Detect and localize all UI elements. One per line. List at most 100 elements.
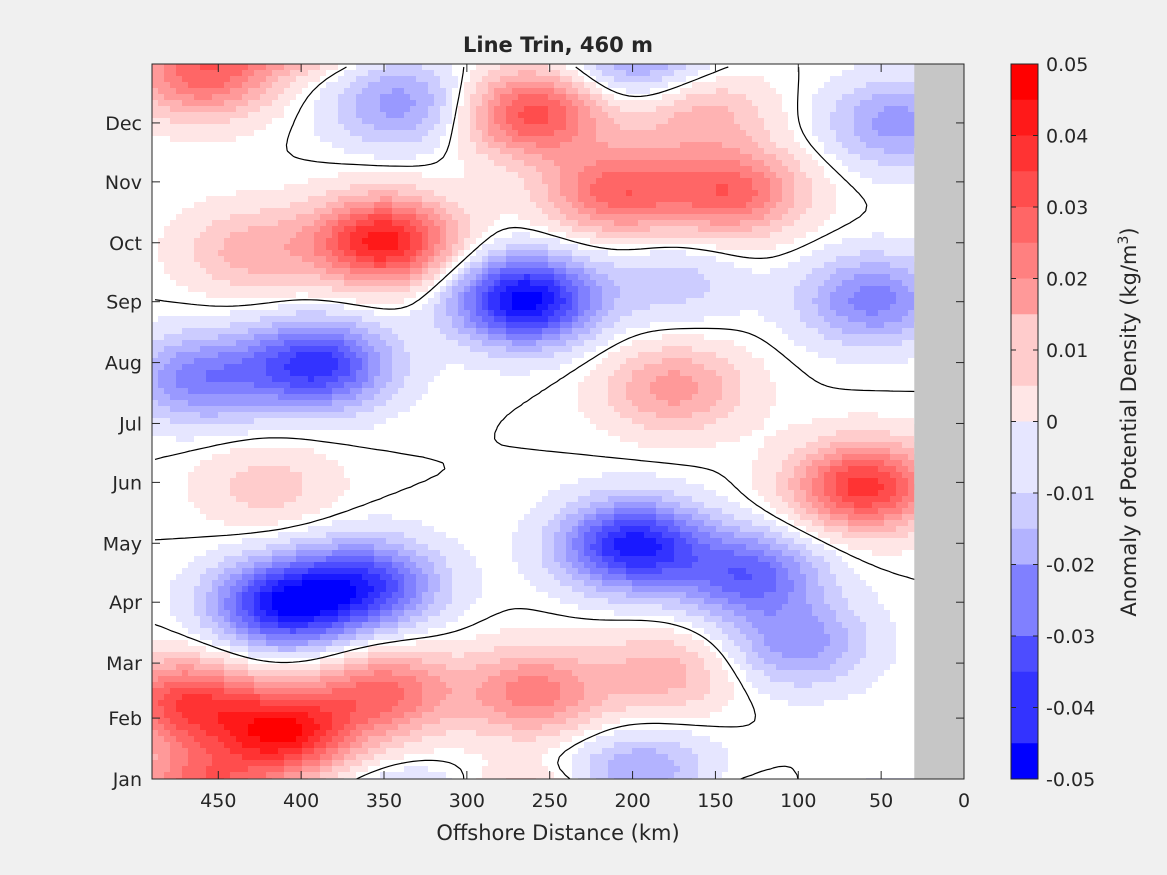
field-cell xyxy=(716,232,723,239)
field-cell xyxy=(218,256,225,263)
field-cell xyxy=(482,184,489,191)
field-cell xyxy=(194,94,201,101)
field-cell xyxy=(524,100,531,107)
field-cell xyxy=(908,124,915,131)
field-cell xyxy=(902,238,909,245)
field-cell xyxy=(548,214,555,221)
field-cell xyxy=(236,160,243,167)
field-cell xyxy=(254,178,261,185)
field-cell xyxy=(506,184,513,191)
field-cell xyxy=(302,250,309,257)
field-cell xyxy=(728,94,735,101)
field-cell xyxy=(326,196,333,203)
field-cell xyxy=(356,232,363,239)
field-cell xyxy=(452,160,459,167)
field-cell xyxy=(584,100,591,107)
field-cell xyxy=(746,226,753,233)
field-cell xyxy=(620,130,627,137)
field-cell xyxy=(236,94,243,101)
field-cell xyxy=(896,88,903,95)
field-cell xyxy=(746,124,753,131)
field-cell xyxy=(836,154,843,161)
field-cell xyxy=(518,196,525,203)
field-cell xyxy=(200,256,207,263)
field-cell xyxy=(704,166,711,173)
field-cell xyxy=(890,148,897,155)
field-cell xyxy=(836,124,843,131)
field-cell xyxy=(308,226,315,233)
field-cell xyxy=(866,100,873,107)
field-cell xyxy=(854,166,861,173)
field-cell xyxy=(434,130,441,137)
field-cell xyxy=(392,100,399,107)
field-cell xyxy=(542,184,549,191)
field-cell xyxy=(626,112,633,119)
field-cell xyxy=(710,112,717,119)
field-cell xyxy=(878,196,885,203)
field-cell xyxy=(398,160,405,167)
field-cell xyxy=(596,262,603,269)
field-cell xyxy=(164,112,171,119)
field-cell xyxy=(860,238,867,245)
field-cell xyxy=(314,202,321,209)
field-cell xyxy=(596,250,603,257)
field-cell xyxy=(506,112,513,119)
field-cell xyxy=(482,250,489,257)
field-cell xyxy=(602,268,609,275)
field-cell xyxy=(626,196,633,203)
field-cell xyxy=(806,76,813,83)
field-cell xyxy=(434,262,441,269)
field-cell xyxy=(188,274,195,281)
field-cell xyxy=(644,112,651,119)
field-cell xyxy=(350,154,357,161)
field-cell xyxy=(686,88,693,95)
field-cell xyxy=(296,202,303,209)
field-cell xyxy=(242,148,249,155)
field-cell xyxy=(680,64,687,71)
field-cell xyxy=(404,214,411,221)
field-cell xyxy=(494,100,501,107)
field-cell xyxy=(536,142,543,149)
field-cell xyxy=(344,76,351,83)
field-cell xyxy=(332,106,339,113)
field-cell xyxy=(638,76,645,83)
field-cell xyxy=(218,70,225,77)
field-cell xyxy=(494,190,501,197)
field-cell xyxy=(260,148,267,155)
field-cell xyxy=(644,196,651,203)
field-cell xyxy=(242,154,249,161)
field-cell xyxy=(278,118,285,125)
field-cell xyxy=(404,172,411,179)
field-cell xyxy=(704,76,711,83)
field-cell xyxy=(356,136,363,143)
field-cell xyxy=(344,262,351,269)
field-cell xyxy=(680,202,687,209)
field-cell xyxy=(368,70,375,77)
field-cell xyxy=(764,160,771,167)
field-cell xyxy=(308,190,315,197)
field-cell xyxy=(782,76,789,83)
field-cell xyxy=(230,196,237,203)
field-cell xyxy=(626,88,633,95)
field-cell xyxy=(878,124,885,131)
field-cell xyxy=(776,202,783,209)
field-cell xyxy=(314,178,321,185)
field-cell xyxy=(290,238,297,245)
field-cell xyxy=(788,112,795,119)
field-cell xyxy=(374,118,381,125)
field-cell xyxy=(686,208,693,215)
field-cell xyxy=(686,214,693,221)
field-cell xyxy=(518,130,525,137)
field-cell xyxy=(176,130,183,137)
field-cell xyxy=(866,154,873,161)
field-cell xyxy=(536,154,543,161)
field-cell xyxy=(188,76,195,83)
field-cell xyxy=(464,112,471,119)
field-cell xyxy=(716,160,723,167)
field-cell xyxy=(890,124,897,131)
field-cell xyxy=(368,106,375,113)
field-cell xyxy=(332,190,339,197)
field-cell xyxy=(260,142,267,149)
field-cell xyxy=(290,88,297,95)
field-cell xyxy=(314,268,321,275)
